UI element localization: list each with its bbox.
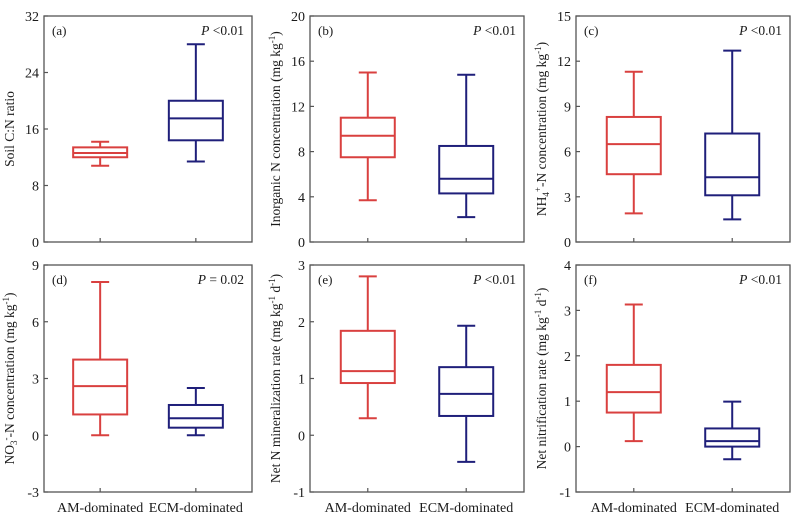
x-category-label: AM-dominated bbox=[325, 501, 411, 516]
box-am bbox=[72, 140, 129, 167]
x-category-label: ECM-dominated bbox=[419, 501, 513, 516]
y-axis-title: Net nitrification rate (mg kg-1 d-1) bbox=[533, 288, 549, 470]
box-am bbox=[339, 71, 396, 202]
x-category-label: ECM-dominated bbox=[685, 501, 779, 516]
box-ecm bbox=[704, 400, 761, 461]
x-category-label: AM-dominated bbox=[591, 501, 677, 516]
panel-label: (f) bbox=[584, 272, 597, 287]
iqr-box bbox=[605, 115, 662, 176]
box-am bbox=[605, 70, 662, 215]
y-tick-label: 2 bbox=[298, 316, 305, 331]
iqr-box bbox=[438, 366, 495, 417]
box-ecm bbox=[704, 49, 761, 221]
y-tick-label: 0 bbox=[298, 429, 305, 444]
y-tick-label: 3 bbox=[32, 373, 39, 388]
y-tick-label: 3 bbox=[564, 191, 571, 206]
y-axis-title: NH4+-N concentration (mg kg-1) bbox=[533, 42, 551, 216]
y-tick-label: 12 bbox=[557, 55, 571, 70]
y-tick-label: 3 bbox=[564, 304, 571, 319]
panel-b: 0 4 8 12 16 20 (b) P <0.01 Inorganic N concentra… bbox=[267, 10, 525, 251]
y-tick-label: -1 bbox=[559, 486, 571, 501]
iqr-box bbox=[167, 403, 224, 429]
y-tick-label: 32 bbox=[25, 10, 39, 25]
iqr-box bbox=[704, 132, 761, 197]
panel-label: (c) bbox=[584, 23, 598, 38]
x-category-label: AM-dominated bbox=[57, 501, 143, 516]
y-tick-label: 9 bbox=[564, 100, 571, 115]
y-tick-label: 4 bbox=[298, 191, 305, 206]
y-tick-label: 16 bbox=[25, 123, 39, 138]
plot-frame bbox=[309, 15, 525, 243]
box-ecm bbox=[438, 324, 495, 463]
y-tick-label: 0 bbox=[32, 429, 39, 444]
y-tick-label: 0 bbox=[32, 236, 39, 251]
y-tick-label: 4 bbox=[564, 259, 571, 274]
iqr-box bbox=[438, 144, 495, 195]
y-axis-title: Inorganic N concentration (mg kg-1) bbox=[267, 31, 283, 226]
p-value-annotation: P <0.01 bbox=[472, 272, 516, 287]
y-tick-label: 2 bbox=[564, 350, 571, 365]
y-tick-label: 9 bbox=[32, 259, 39, 274]
y-tick-label: 0 bbox=[564, 236, 571, 251]
box-am bbox=[72, 281, 129, 437]
y-tick-label: 15 bbox=[557, 10, 571, 25]
p-value-annotation: P <0.01 bbox=[738, 272, 782, 287]
panel-label: (a) bbox=[52, 23, 66, 38]
p-value-annotation: P <0.01 bbox=[472, 23, 516, 38]
y-tick-label: 0 bbox=[298, 236, 305, 251]
iqr-box bbox=[339, 329, 396, 385]
box-ecm bbox=[438, 73, 495, 219]
panel-a: 0 8 16 24 32 (a) P <0.01 Soil C:N ratio bbox=[2, 10, 253, 251]
y-axis-title: NO3--N concentration (mg kg-1) bbox=[1, 292, 19, 464]
y-tick-label: 8 bbox=[298, 146, 305, 161]
plot-frame bbox=[575, 264, 791, 493]
panel-label: (e) bbox=[318, 272, 332, 287]
y-tick-label: -1 bbox=[293, 486, 305, 501]
y-tick-label: 0 bbox=[564, 441, 571, 456]
box-ecm bbox=[167, 386, 224, 437]
box-am bbox=[339, 275, 396, 420]
iqr-box bbox=[605, 363, 662, 414]
y-tick-label: -3 bbox=[27, 486, 39, 501]
iqr-box bbox=[167, 99, 224, 142]
panel-e: -1 0 1 2 3 AM-dominated ECM-dominated (e) P <0.0… bbox=[267, 259, 525, 516]
panel-label: (b) bbox=[318, 23, 333, 38]
panel-f: -1 0 1 2 3 4 AM-dominated ECM-dominated (f) P <0.… bbox=[533, 259, 791, 516]
y-tick-label: 1 bbox=[564, 395, 571, 410]
p-value-annotation: P = 0.02 bbox=[197, 272, 244, 287]
box-am bbox=[605, 303, 662, 443]
iqr-box bbox=[339, 116, 396, 159]
iqr-box bbox=[704, 427, 761, 448]
y-axis-title: Soil C:N ratio bbox=[2, 91, 17, 167]
x-category-label: ECM-dominated bbox=[149, 501, 243, 516]
plot-frame bbox=[575, 15, 791, 243]
y-tick-label: 20 bbox=[291, 10, 305, 25]
y-tick-label: 1 bbox=[298, 373, 305, 388]
p-value-annotation: P <0.01 bbox=[200, 23, 244, 38]
p-value-annotation: P <0.01 bbox=[738, 23, 782, 38]
y-tick-label: 24 bbox=[25, 67, 39, 82]
panel-d: -3 0 3 6 9 AM-dominated ECM-dominated (d) P = 0.… bbox=[1, 259, 253, 516]
y-tick-label: 3 bbox=[298, 259, 305, 274]
panel-label: (d) bbox=[52, 272, 67, 287]
box-ecm bbox=[167, 43, 224, 163]
y-tick-label: 12 bbox=[291, 100, 305, 115]
y-tick-label: 6 bbox=[32, 316, 39, 331]
y-tick-label: 6 bbox=[564, 146, 571, 161]
y-tick-label: 16 bbox=[291, 55, 305, 70]
y-tick-label: 8 bbox=[32, 180, 39, 195]
y-axis-title: Net N mineralization rate (mg kg-1 d-1) bbox=[267, 274, 283, 483]
panel-c: 0 3 6 9 12 15 (c) P <0.01 NH4+-N concentration (… bbox=[533, 10, 791, 251]
